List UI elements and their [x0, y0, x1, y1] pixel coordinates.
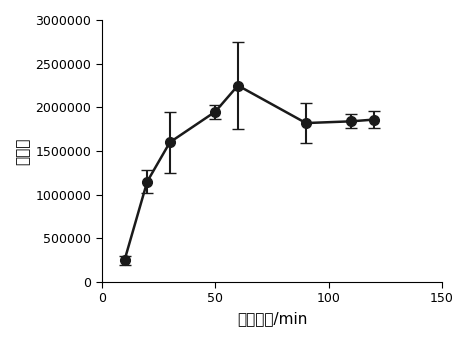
Y-axis label: 峰面积: 峰面积	[15, 137, 30, 165]
X-axis label: 萍取时间/min: 萍取时间/min	[237, 311, 307, 326]
